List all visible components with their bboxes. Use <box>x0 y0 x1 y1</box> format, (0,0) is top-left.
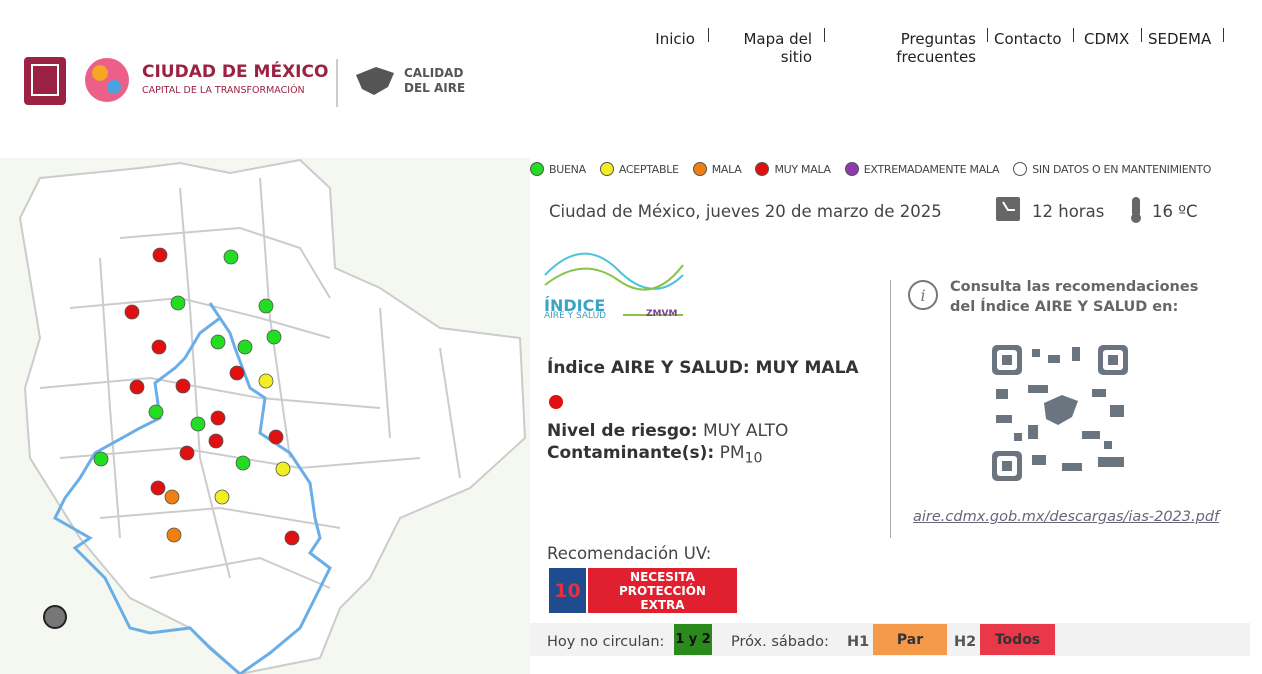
h1-value: Par <box>873 624 947 655</box>
temperature: 16 ºC <box>1152 202 1198 221</box>
today-label: Hoy no circulan: <box>547 634 665 650</box>
pollutant-label: Contaminante(s): <box>547 443 715 463</box>
legend-swatch <box>530 162 544 176</box>
legend-item: EXTREMADAMENTE MALA <box>844 162 1000 176</box>
brand-subtitle: CAPITAL DE LA TRANSFORMACIÓN <box>142 85 305 96</box>
legend: BUENA ACEPTABLE MALA MUY MALA EXTREMADAMENTE… <box>530 162 1211 176</box>
brand-line: CALIDAD <box>404 66 464 80</box>
uv-label: Recomendación UV: <box>547 544 712 563</box>
uv-value: 10 <box>549 568 586 613</box>
brand-second: CALIDAD DEL AIRE <box>404 66 465 96</box>
nav-link[interactable]: SEDEMA <box>1148 30 1212 48</box>
brand-title: CIUDAD DE MÉXICO <box>142 62 329 82</box>
h1-label: H1 <box>847 634 870 650</box>
help-button[interactable]: ? <box>51 450 59 465</box>
legend-item: MUY MALA <box>755 162 831 176</box>
index-details: Nivel de riesgo: MUY ALTO Contaminante(s… <box>547 420 788 469</box>
legend-label: SIN DATOS O EN MANTENIMIENTO <box>1032 162 1212 176</box>
legend-swatch <box>755 162 770 176</box>
info-icon: i <box>908 280 938 310</box>
legend-item: SIN DATOS O EN MANTENIMIENTO <box>1013 162 1211 176</box>
legend-item: BUENA <box>530 162 586 176</box>
index-logo-region: ZMVM <box>646 309 678 319</box>
index-heading: Índice AIRE Y SALUD: MUY MALA <box>547 358 859 378</box>
legend-label: BUENA <box>549 162 586 176</box>
nav-link[interactable]: Contacto <box>994 30 1062 48</box>
legend-swatch <box>692 162 707 176</box>
legend-label: EXTREMADAMENTE MALA <box>863 162 1000 176</box>
legend-swatch <box>1013 162 1028 176</box>
legend-swatch <box>599 162 614 176</box>
risk-label: Nivel de riesgo: <box>547 421 698 441</box>
today-value: 1 y 2 <box>674 624 712 655</box>
index-logo <box>544 252 684 316</box>
pollutant: PM <box>719 443 745 463</box>
consult-link[interactable]: aire.cdmx.gob.mx/descargas/ias-2023.pdf <box>913 509 1220 525</box>
logos <box>24 57 394 107</box>
nav-link[interactable]: Mapa del sitio <box>743 30 812 66</box>
divider <box>890 280 891 538</box>
nav-link[interactable]: Preguntas frecuentes <box>896 30 976 66</box>
nav-link[interactable]: Inicio <box>655 30 695 48</box>
saturday-label: Próx. sábado: <box>731 634 829 650</box>
legend-label: MALA <box>711 162 742 176</box>
legend-item: ACEPTABLE <box>599 162 679 176</box>
map <box>18 158 527 674</box>
date: Ciudad de México, jueves 20 de marzo de … <box>549 202 942 221</box>
legend-label: ACEPTABLE <box>618 162 679 176</box>
legend-label: MUY MALA <box>774 162 831 176</box>
legend-swatch <box>844 162 859 176</box>
h2-value: Todos <box>980 624 1055 655</box>
risk-value: MUY ALTO <box>702 421 789 441</box>
qr-code <box>992 345 1128 481</box>
nav-link[interactable]: CDMX <box>1084 30 1130 48</box>
brand-line: DEL AIRE <box>404 81 466 95</box>
index-dot <box>549 395 563 409</box>
pollutant-sub: 10 <box>744 450 763 467</box>
h2-label: H2 <box>954 634 977 650</box>
svg-text:i: i <box>920 286 925 305</box>
consult-text: Consulta las recomendaciones del Índice … <box>950 279 1199 315</box>
index-logo-title: ÍNDICE <box>544 296 606 315</box>
hour: 12 horas <box>1032 202 1105 221</box>
legend-item: MALA <box>692 162 742 176</box>
uv-text: NECESITA PROTECCIÓN EXTRA <box>588 568 737 613</box>
status-icons <box>996 197 1141 223</box>
index-logo-subtitle: AIRE Y SALUD <box>544 311 607 321</box>
